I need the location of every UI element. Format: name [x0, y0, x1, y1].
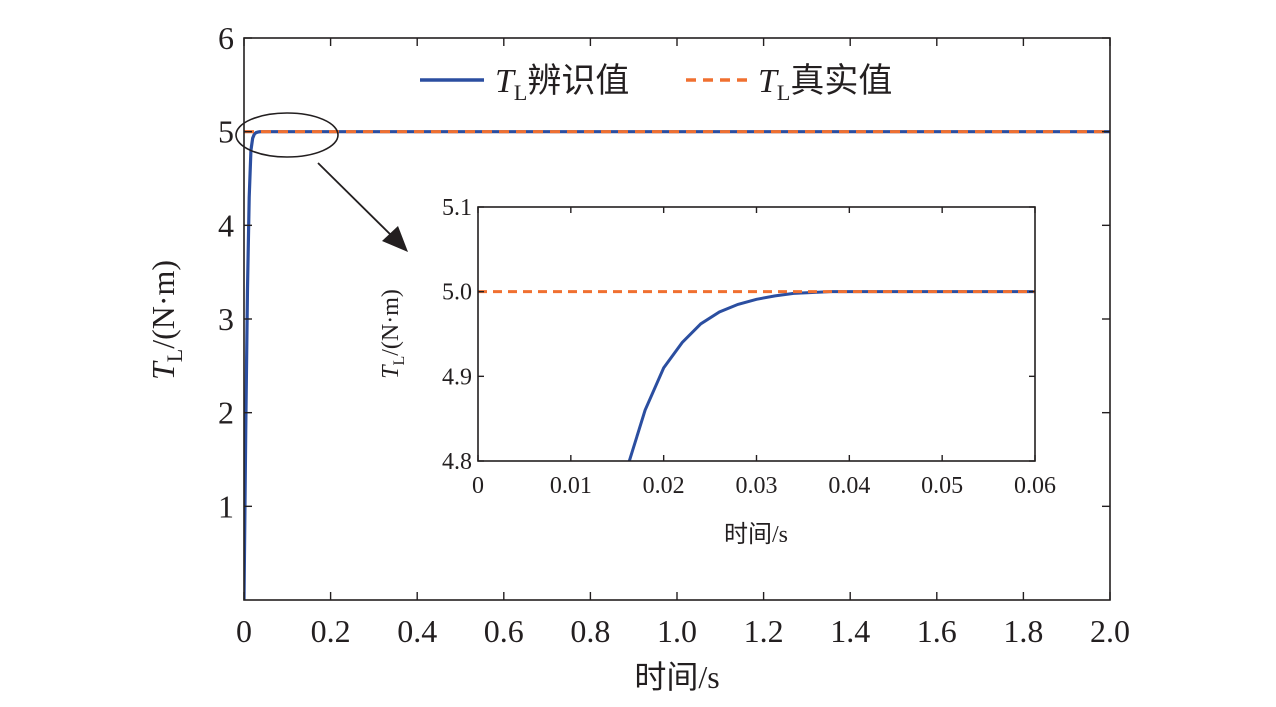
main-x-axis-label: 时间/s — [634, 659, 719, 695]
main-x-tick-label: 1.8 — [1003, 613, 1043, 649]
main-x-tick-label: 0.6 — [484, 613, 524, 649]
legend-label-identified: TL辨识值 — [495, 62, 629, 105]
zoom-arrow-shaft — [317, 162, 397, 241]
inset-ticks-group: 0 0.01 0.02 0.03 0.04 0.05 0.06 4.8 4.9 5.0 5.1 — [442, 195, 1056, 499]
main-y-axis-label-symbol: T — [145, 360, 181, 380]
legend-label-actual-symbol: T — [758, 63, 779, 100]
legend-label-identified-symbol: T — [495, 63, 516, 100]
inset-y-axis-label-unit: /(N·m) — [378, 289, 404, 356]
main-y-tick-label: 3 — [218, 301, 234, 337]
main-ticks-group: 0 0.2 0.4 0.6 0.8 1.0 1.2 1.4 1.6 1.8 2.0 1 2 3 4 5 6 — [218, 20, 1130, 649]
inset-y-tick-label: 5.0 — [442, 280, 472, 306]
main-y-tick-label: 1 — [218, 488, 234, 524]
zoom-arrow-head — [382, 226, 408, 252]
inset-series-group — [478, 290, 1035, 461]
main-x-tick-label: 1.6 — [917, 613, 957, 649]
main-y-tick-label: 6 — [218, 20, 234, 56]
inset-x-tick-label: 0.01 — [550, 473, 592, 499]
main-x-tick-label: 0.2 — [311, 613, 351, 649]
main-x-tick-label: 1.0 — [657, 613, 697, 649]
main-y-tick-label: 2 — [218, 395, 234, 431]
inset-x-tick-label: 0.04 — [828, 473, 870, 499]
main-x-tick-label: 0 — [236, 613, 252, 649]
main-series-group — [244, 130, 1110, 600]
main-y-tick-label: 4 — [218, 207, 234, 243]
legend: TL辨识值 TL真实值 — [420, 62, 892, 105]
legend-label-actual-sub: L — [777, 80, 790, 105]
inset-y-axis-label-symbol: T — [378, 364, 404, 379]
inset-x-tick-label: 0.05 — [921, 473, 963, 499]
main-y-tick-label: 5 — [218, 114, 234, 150]
main-y-axis-label-unit: /(N·m) — [145, 260, 181, 349]
main-x-tick-label: 0.4 — [397, 613, 437, 649]
inset-y-tick-label: 4.8 — [442, 449, 472, 475]
inset-y-axis-label: TL/(N·m) — [378, 289, 408, 379]
inset-x-axis-label: 时间/s — [724, 521, 788, 548]
inset-x-tick-label: 0.03 — [736, 473, 778, 499]
legend-label-actual-text: 真实值 — [790, 62, 892, 100]
main-y-axis-label: TL/(N·m) — [145, 260, 187, 380]
main-x-tick-label: 2.0 — [1090, 613, 1130, 649]
inset-y-tick-label: 5.1 — [442, 195, 472, 221]
zoom-ellipse — [235, 112, 339, 158]
inset-x-tick-label: 0 — [472, 473, 484, 499]
legend-label-identified-text: 辨识值 — [527, 62, 629, 100]
main-x-tick-label: 1.2 — [744, 613, 784, 649]
inset-x-tick-label: 0.02 — [643, 473, 685, 499]
inset-x-tick-label: 0.06 — [1014, 473, 1056, 499]
legend-label-actual: TL真实值 — [758, 62, 892, 105]
inset-plot: 0 0.01 0.02 0.03 0.04 0.05 0.06 4.8 4.9 5.0 5.1 TL… — [378, 195, 1056, 548]
main-y-axis-label-sub: L — [162, 349, 187, 362]
inset-y-tick-label: 4.9 — [442, 364, 472, 390]
main-x-tick-label: 0.8 — [570, 613, 610, 649]
inset-y-axis-label-sub: L — [391, 356, 408, 366]
main-x-tick-label: 1.4 — [830, 613, 870, 649]
inset-background — [478, 207, 1035, 461]
legend-label-identified-sub: L — [514, 80, 527, 105]
